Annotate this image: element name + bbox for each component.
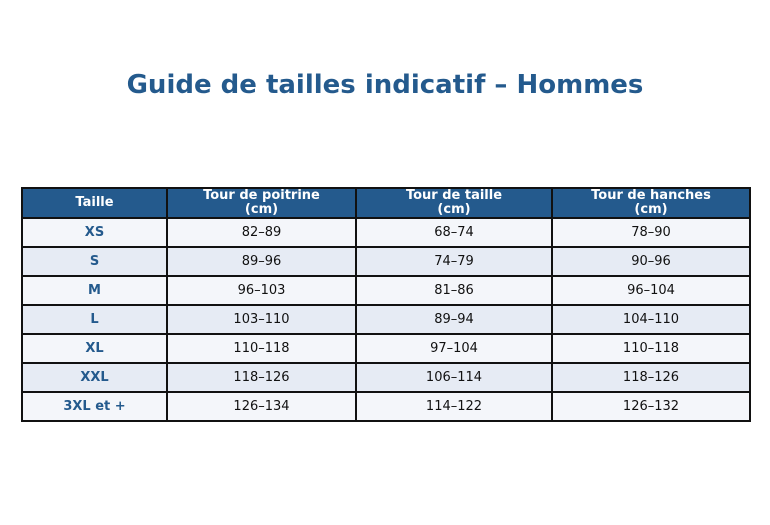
hips-cell: 78–90 (551, 217, 751, 248)
chest-cell: 89–96 (166, 246, 357, 277)
size-cell: XL (21, 333, 168, 364)
header-chest: Tour de poitrine (cm) (166, 187, 357, 219)
table-row: S 89–96 74–79 90–96 (21, 246, 751, 277)
chest-cell: 103–110 (166, 304, 357, 335)
size-cell: XS (21, 217, 168, 248)
hips-cell: 104–110 (551, 304, 751, 335)
page-title: Guide de tailles indicatif – Hommes (126, 70, 644, 100)
size-cell: 3XL et + (21, 391, 168, 422)
waist-cell: 68–74 (355, 217, 553, 248)
header-size: Taille (21, 187, 168, 219)
table-row: L 103–110 89–94 104–110 (21, 304, 751, 335)
hips-cell: 118–126 (551, 362, 751, 393)
hips-cell: 96–104 (551, 275, 751, 306)
header-waist: Tour de taille (cm) (355, 187, 553, 219)
chest-cell: 126–134 (166, 391, 357, 422)
waist-cell: 89–94 (355, 304, 553, 335)
table-row: XS 82–89 68–74 78–90 (21, 217, 751, 248)
size-cell: L (21, 304, 168, 335)
waist-cell: 81–86 (355, 275, 553, 306)
size-cell: S (21, 246, 168, 277)
table-header-row: Taille Tour de poitrine (cm) Tour de tail… (21, 187, 751, 219)
waist-cell: 74–79 (355, 246, 553, 277)
size-cell: M (21, 275, 168, 306)
hips-cell: 110–118 (551, 333, 751, 364)
table-row: XL 110–118 97–104 110–118 (21, 333, 751, 364)
chest-cell: 110–118 (166, 333, 357, 364)
table-row: 3XL et + 126–134 114–122 126–132 (21, 391, 751, 422)
header-hips: Tour de hanches (cm) (551, 187, 751, 219)
size-guide-table: Taille Tour de poitrine (cm) Tour de tail… (21, 187, 751, 422)
table-row: M 96–103 81–86 96–104 (21, 275, 751, 306)
waist-cell: 97–104 (355, 333, 553, 364)
size-cell: XXL (21, 362, 168, 393)
chest-cell: 118–126 (166, 362, 357, 393)
waist-cell: 106–114 (355, 362, 553, 393)
waist-cell: 114–122 (355, 391, 553, 422)
hips-cell: 90–96 (551, 246, 751, 277)
chest-cell: 82–89 (166, 217, 357, 248)
table-row: XXL 118–126 106–114 118–126 (21, 362, 751, 393)
chest-cell: 96–103 (166, 275, 357, 306)
hips-cell: 126–132 (551, 391, 751, 422)
